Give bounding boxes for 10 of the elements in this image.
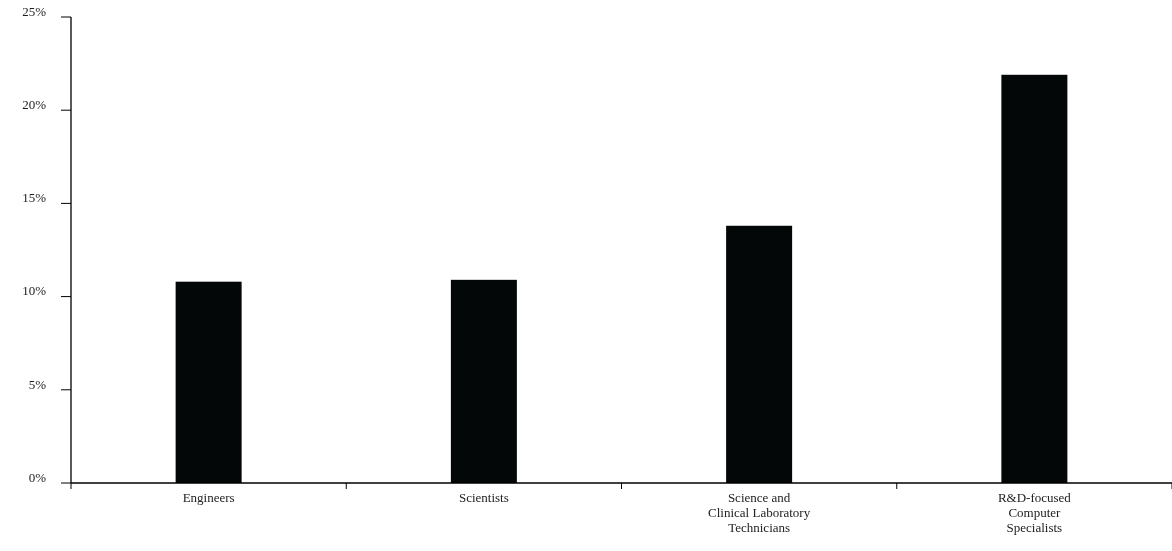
y-tick-label: 20% bbox=[22, 96, 47, 112]
x-tick-label: Scientists bbox=[458, 490, 509, 505]
y-tick-label: 25% bbox=[22, 3, 47, 19]
y-tick-label: 15% bbox=[22, 190, 47, 206]
y-tick-label: 0% bbox=[28, 469, 47, 485]
x-tick-label: Engineers bbox=[182, 490, 235, 505]
x-tick-label: R&D-focused Computer Specialists bbox=[997, 490, 1072, 535]
y-tick-label: 5% bbox=[28, 376, 47, 392]
y-tick-label: 10% bbox=[22, 283, 47, 299]
x-tick-label: Science and Clinical Laboratory Technicians bbox=[708, 490, 811, 535]
